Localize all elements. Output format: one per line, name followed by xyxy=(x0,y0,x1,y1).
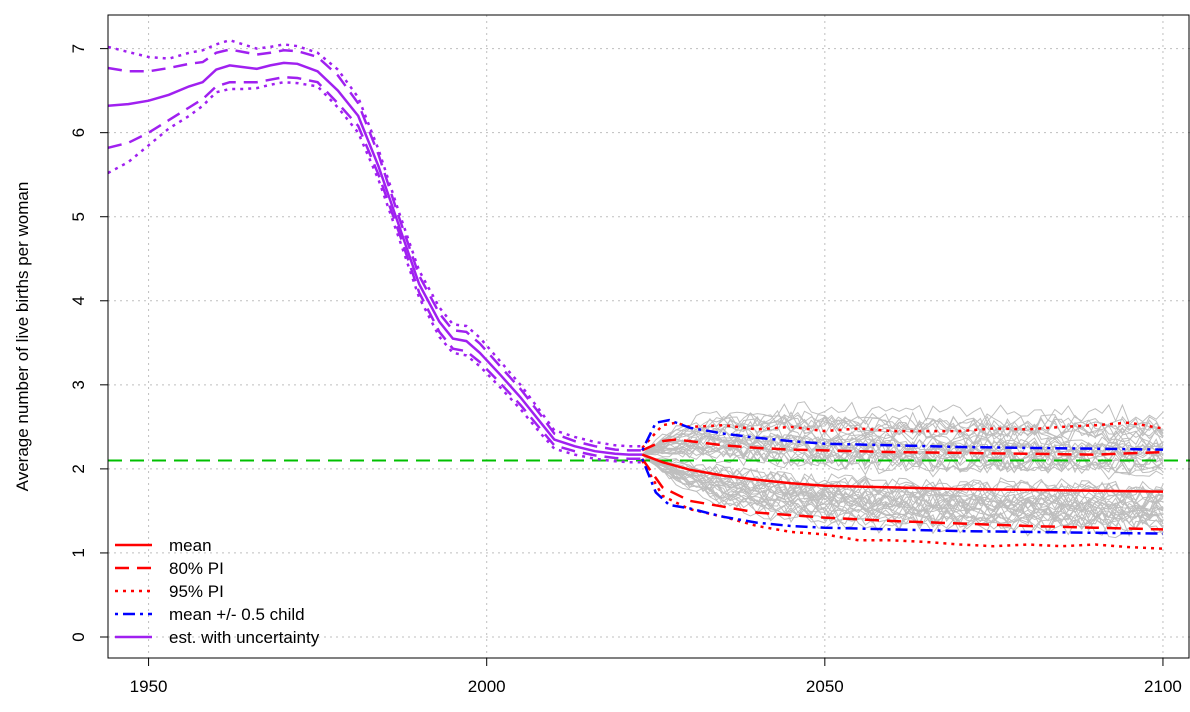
legend-label: mean +/- 0.5 child xyxy=(169,605,305,624)
trajectory-line xyxy=(642,437,1164,464)
series-layer xyxy=(107,38,1164,550)
estimate-80-lower-line xyxy=(107,75,643,461)
estimate-line xyxy=(107,61,643,456)
trajectory-line xyxy=(641,401,1164,455)
y-tick-label: 2 xyxy=(69,464,88,473)
y-axis: 0 1 2 3 4 5 6 7 xyxy=(69,44,108,642)
x-tick-label: 1950 xyxy=(130,677,168,696)
trajectory-layer xyxy=(641,401,1164,539)
trajectory-line xyxy=(641,454,1164,510)
trajectory-line xyxy=(641,416,1164,456)
y-tick-label: 5 xyxy=(69,212,88,221)
grid-layer xyxy=(108,15,1190,658)
y-tick-label: 7 xyxy=(69,44,88,53)
legend: mean 80% PI 95% PI mean +/- 0.5 child est. w… xyxy=(115,536,320,647)
legend-label: mean xyxy=(169,536,212,555)
trajectory-line xyxy=(641,454,1164,512)
trajectory-line xyxy=(641,424,1164,456)
trajectory-line xyxy=(641,454,1164,537)
trajectory-line xyxy=(642,450,1164,481)
y-tick-label: 6 xyxy=(69,128,88,137)
trajectory-line xyxy=(641,454,1164,534)
trajectory-line xyxy=(641,454,1164,539)
trajectory-line xyxy=(641,411,1164,455)
trajectory-line xyxy=(642,433,1164,459)
y-tick-label: 3 xyxy=(69,380,88,389)
pi80-lower-line xyxy=(641,458,1164,531)
pi95-lower-line xyxy=(641,459,1164,550)
trajectory-line xyxy=(642,454,1164,498)
halfchild-lower-line xyxy=(641,458,1164,535)
y-tick-label: 4 xyxy=(69,296,88,305)
y-tick-label: 1 xyxy=(69,548,88,557)
plot-frame xyxy=(107,14,1190,659)
x-tick-label: 2050 xyxy=(806,677,844,696)
trajectory-line xyxy=(641,454,1164,515)
trajectory-line xyxy=(641,454,1164,525)
trajectory-line xyxy=(642,435,1164,462)
mean-line xyxy=(641,453,1164,493)
y-axis-title: Average number of live births per woman xyxy=(13,182,32,492)
legend-label: 80% PI xyxy=(169,559,224,578)
legend-label: 95% PI xyxy=(169,582,224,601)
x-tick-label: 2100 xyxy=(1144,677,1182,696)
trajectory-line xyxy=(642,439,1164,468)
estimate-95-upper-line xyxy=(107,38,643,448)
x-tick-label: 2000 xyxy=(468,677,506,696)
x-axis: 1950 2000 2050 2100 xyxy=(130,658,1182,696)
trajectory-line xyxy=(641,454,1164,511)
legend-label: est. with uncertainty xyxy=(169,628,320,647)
trajectory-line xyxy=(642,454,1164,511)
estimate-80-upper-line xyxy=(107,48,643,452)
y-tick-label: 0 xyxy=(69,632,88,641)
halfchild-upper-line xyxy=(641,418,1164,451)
